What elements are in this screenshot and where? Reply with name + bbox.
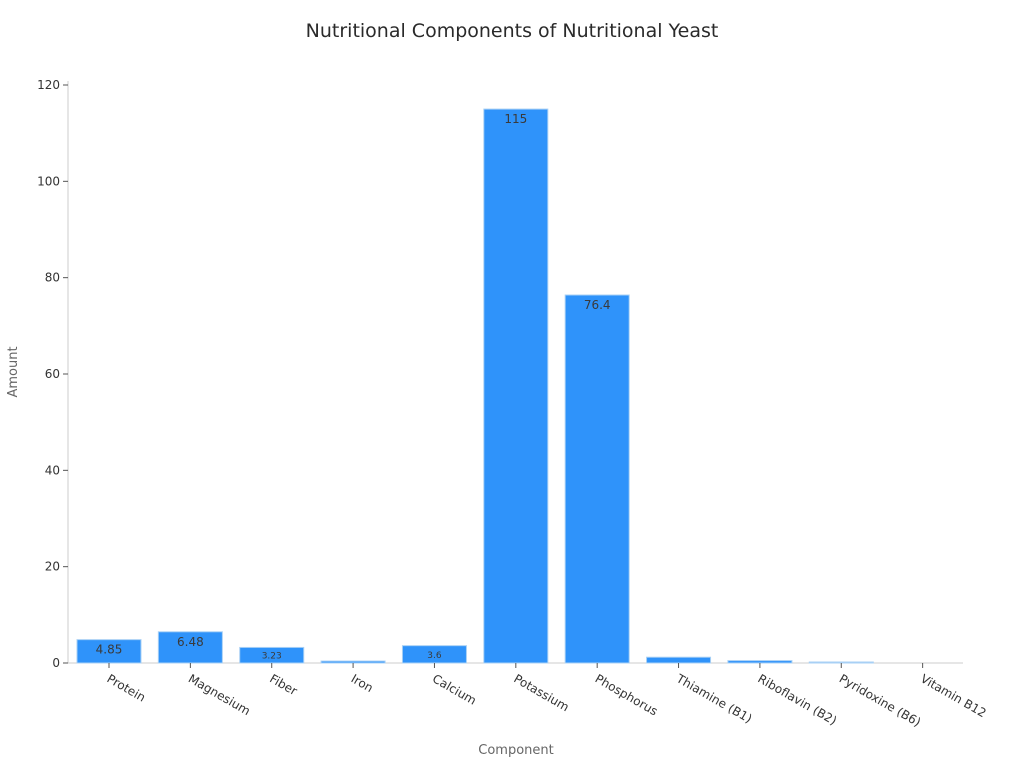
x-axis-title: Component xyxy=(478,743,553,758)
y-tick-label: 60 xyxy=(45,367,60,381)
bars: 4.85 6.48 3.23 3.6 115 76.4 xyxy=(76,108,874,664)
chart-title: Nutritional Components of Nutritional Ye… xyxy=(305,20,719,42)
x-tick-label: Iron xyxy=(349,671,376,695)
bar-value-label: 4.85 xyxy=(96,643,123,657)
x-tick-label: Protein xyxy=(105,671,148,704)
x-tick-label: Thiamine (B1) xyxy=(673,671,754,726)
bar-iron[interactable] xyxy=(320,660,386,664)
bar-pyridoxine-b6[interactable] xyxy=(808,661,874,664)
y-tick-label: 40 xyxy=(45,463,60,477)
bar-value-label: 3.6 xyxy=(427,651,442,661)
bar-thiamine-b1[interactable] xyxy=(646,656,712,664)
y-tick-label: 100 xyxy=(37,174,60,188)
bar-value-label: 115 xyxy=(504,112,527,126)
x-axis-ticks: Protein Magnesium Fiber Iron Calcium Potassiu… xyxy=(105,663,989,729)
y-tick-label: 20 xyxy=(45,560,60,574)
bar-phosphorus[interactable] xyxy=(564,294,630,664)
x-tick-label: Vitamin B12 xyxy=(918,671,988,720)
x-tick-label: Riboflavin (B2) xyxy=(755,671,839,727)
x-tick-label: Pyridoxine (B6) xyxy=(837,671,923,729)
x-tick-label: Potassium xyxy=(511,671,571,714)
bar-value-label: 3.23 xyxy=(262,652,282,662)
x-tick-label: Phosphorus xyxy=(593,671,660,718)
x-tick-label: Calcium xyxy=(430,671,479,707)
y-tick-label: 80 xyxy=(45,271,60,285)
bar-magnesium[interactable] xyxy=(157,631,223,664)
bar-riboflavin-b2[interactable] xyxy=(727,660,793,664)
y-axis-title: Amount xyxy=(6,346,21,397)
y-tick-label: 0 xyxy=(52,656,60,670)
bar-potassium[interactable] xyxy=(483,108,549,664)
x-tick-label: Fiber xyxy=(267,671,299,698)
y-tick-label: 120 xyxy=(37,78,60,92)
bar-value-label: 76.4 xyxy=(584,298,611,312)
bar-value-label: 6.48 xyxy=(177,635,204,649)
x-tick-label: Magnesium xyxy=(186,671,253,718)
y-axis-ticks: 0 20 40 60 80 100 120 xyxy=(37,78,68,670)
